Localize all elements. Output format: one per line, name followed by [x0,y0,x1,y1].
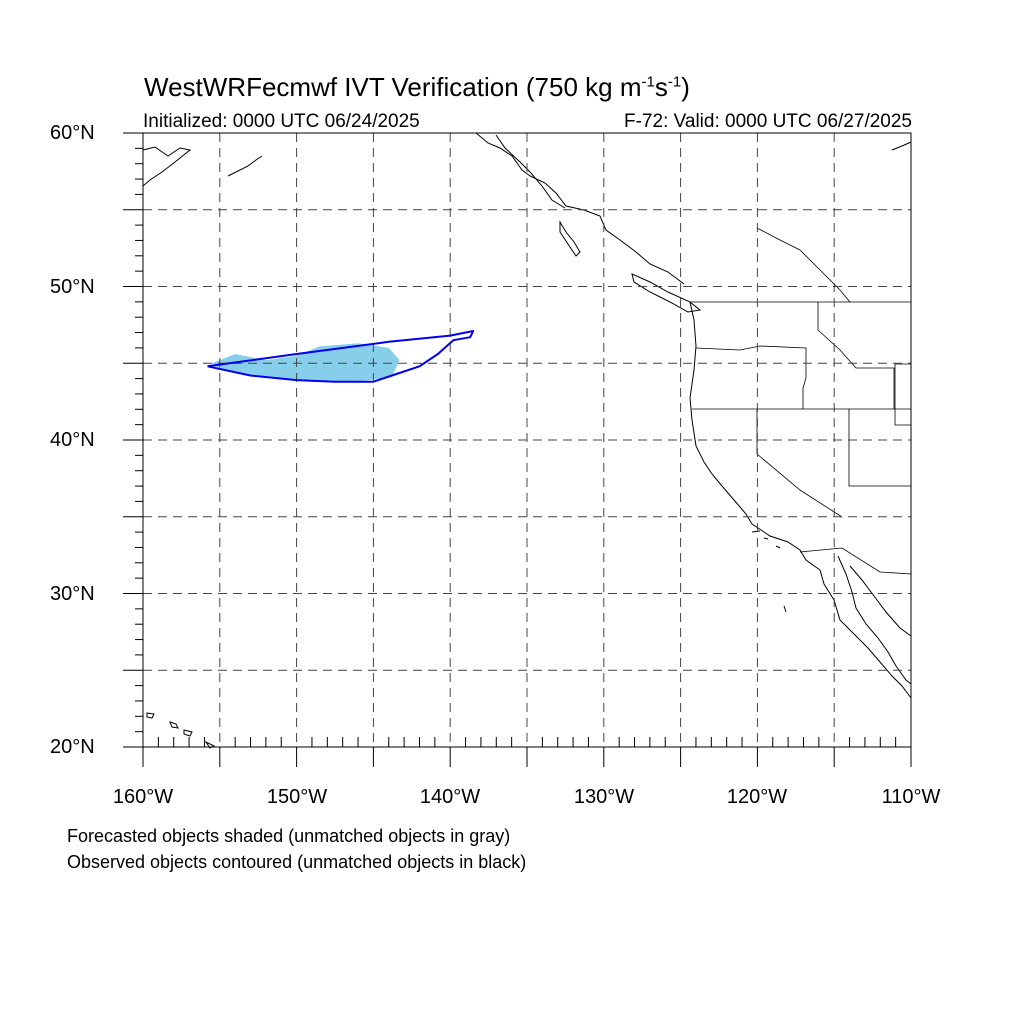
hawaii-island-3 [183,729,193,737]
title-main: WestWRFecmwf IVT Verification (750 kg m [144,72,642,102]
border-utah [848,409,911,487]
forecast-layer [212,343,400,382]
coastline-usa-west [689,301,912,699]
title-exponent-2: -1 [667,73,682,91]
border-utah-east [894,363,912,426]
hawaii-island-1 [146,712,155,719]
title-mid: s [654,72,668,102]
lon-label-160w: 160°W [112,786,174,808]
observed-note: Observed objects contoured (unmatched ob… [67,852,527,872]
lon-label-150w: 150°W [266,786,328,808]
title-end: ) [681,72,690,102]
lat-label-40: 40°N [50,429,95,451]
haida-gwaii [559,220,581,257]
forecast-object [212,343,400,382]
lat-label-50: 50°N [50,276,95,298]
coastline-alaska [475,132,685,285]
border-mexico [799,547,912,575]
islands-north [227,155,263,177]
valid-time: F-72: Valid: 0000 UTC 06/27/2025 [624,111,912,132]
coastline-northeast [891,141,912,151]
observed-object-contour [207,330,475,383]
lat-label-60: 60°N [50,122,95,144]
coastline-west-alaska [142,146,192,187]
border-idaho [817,302,895,409]
lat-label-20: 20°N [50,736,95,758]
border-oregon [695,345,807,409]
lon-label-120w: 120°W [726,786,788,808]
coastline-baja [837,555,912,685]
lon-label-140w: 140°W [419,786,481,808]
coastline-south-alaska [495,134,566,209]
channel-islands [751,530,787,613]
coastline-gulf [849,565,912,637]
political-boundaries [690,227,912,575]
hawaii-island-2 [169,721,179,729]
lon-label-110w: 110°W [881,786,941,808]
axis-ticks [123,132,912,767]
vancouver-island [631,273,702,313]
initialized-time: Initialized: 0000 UTC 06/24/2025 [143,111,420,132]
title-exponent-1: -1 [641,73,655,91]
lat-label-30: 30°N [50,583,95,605]
lon-label-130w: 130°W [573,786,635,808]
chart-title: WestWRFecmwf IVT Verification (750 kg m-… [144,72,690,103]
forecast-note: Forecasted objects shaded (unmatched obj… [67,826,511,846]
border-california-nevada [756,409,843,518]
observed-layer [207,330,475,383]
coastline-layer [142,132,912,749]
grid-lines [143,133,911,747]
border-canada-interior [756,227,851,303]
